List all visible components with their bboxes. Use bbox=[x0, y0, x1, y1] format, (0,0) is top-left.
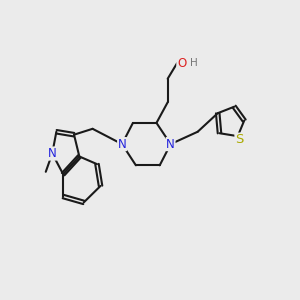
Text: N: N bbox=[118, 138, 126, 151]
Text: N: N bbox=[48, 147, 57, 160]
Text: N: N bbox=[166, 138, 175, 151]
Text: S: S bbox=[235, 133, 243, 146]
Text: O: O bbox=[177, 57, 186, 70]
Text: H: H bbox=[190, 58, 198, 68]
